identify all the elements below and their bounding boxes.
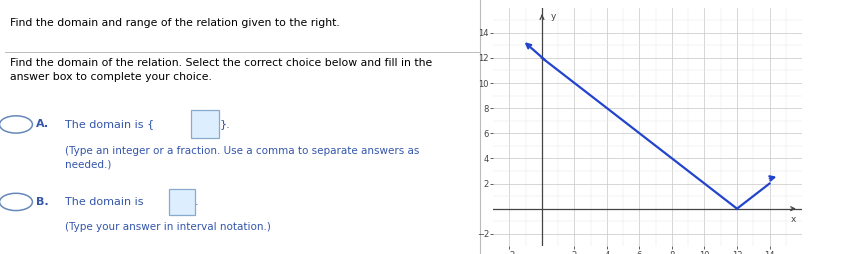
FancyBboxPatch shape [191,110,219,138]
Text: (Type your answer in interval notation.): (Type your answer in interval notation.) [65,222,272,232]
Text: Find the domain and range of the relation given to the right.: Find the domain and range of the relatio… [9,18,339,28]
Text: y: y [551,12,556,21]
FancyBboxPatch shape [169,188,195,215]
Text: A.: A. [36,119,49,130]
Text: The domain is {: The domain is { [65,119,155,130]
Text: .: . [195,197,199,207]
Text: Find the domain of the relation. Select the correct choice below and fill in the: Find the domain of the relation. Select … [9,58,432,82]
Text: B.: B. [36,197,49,207]
Text: (Type an integer or a fraction. Use a comma to separate answers as
needed.): (Type an integer or a fraction. Use a co… [65,146,420,169]
Text: The domain is: The domain is [65,197,144,207]
Text: x: x [791,215,797,225]
Text: }.: }. [220,119,230,130]
